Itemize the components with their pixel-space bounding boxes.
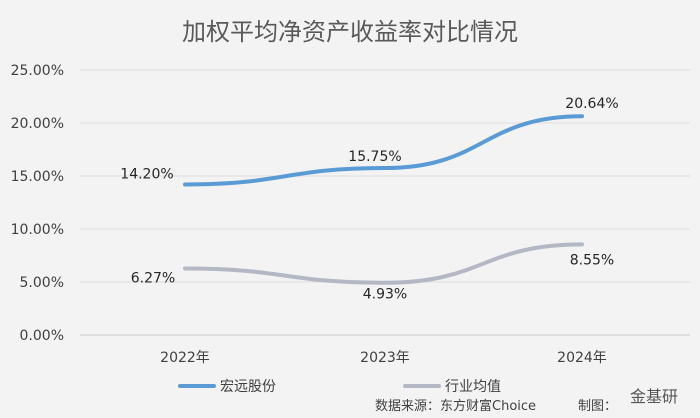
x-axis-ticks: 2022年 2023年 2024年 [160, 350, 607, 366]
x-tick-label: 2023年 [360, 350, 410, 366]
y-tick-label: 10.00% [11, 222, 64, 238]
data-label: 14.20% [120, 166, 173, 182]
y-tick-label: 20.00% [11, 116, 64, 132]
series-line-2 [183, 242, 584, 285]
legend-label: 行业均值 [445, 379, 501, 395]
gridlines [80, 69, 690, 336]
y-tick-label: 0.00% [20, 328, 64, 344]
x-tick-label: 2022年 [160, 350, 210, 366]
chart-maker: 制图： [578, 399, 617, 414]
y-axis-ticks: 0.00% 5.00% 10.00% 15.00% 20.00% 25.00% [11, 63, 64, 344]
data-label: 20.64% [565, 96, 618, 112]
legend-label: 宏远股份 [220, 379, 276, 395]
x-tick-label: 2024年 [557, 350, 607, 366]
series-line-1 [183, 114, 584, 187]
data-labels: 14.20% 15.75% 20.64% 6.27% 4.93% 8.55% [120, 96, 618, 303]
series-lines [183, 114, 584, 285]
y-tick-label: 25.00% [11, 63, 64, 79]
data-label: 8.55% [570, 252, 614, 268]
legend: 宏远股份 行业均值 [178, 379, 501, 395]
watermark-text: 金基研 [630, 387, 678, 406]
data-label: 15.75% [348, 149, 401, 165]
y-tick-label: 15.00% [11, 169, 64, 185]
data-label: 4.93% [363, 287, 407, 303]
data-source: 数据来源：东方财富Choice [375, 398, 536, 414]
y-tick-label: 5.00% [20, 275, 64, 291]
chart-title: 加权平均净资产收益率对比情况 [182, 18, 518, 46]
data-label: 6.27% [131, 271, 175, 287]
